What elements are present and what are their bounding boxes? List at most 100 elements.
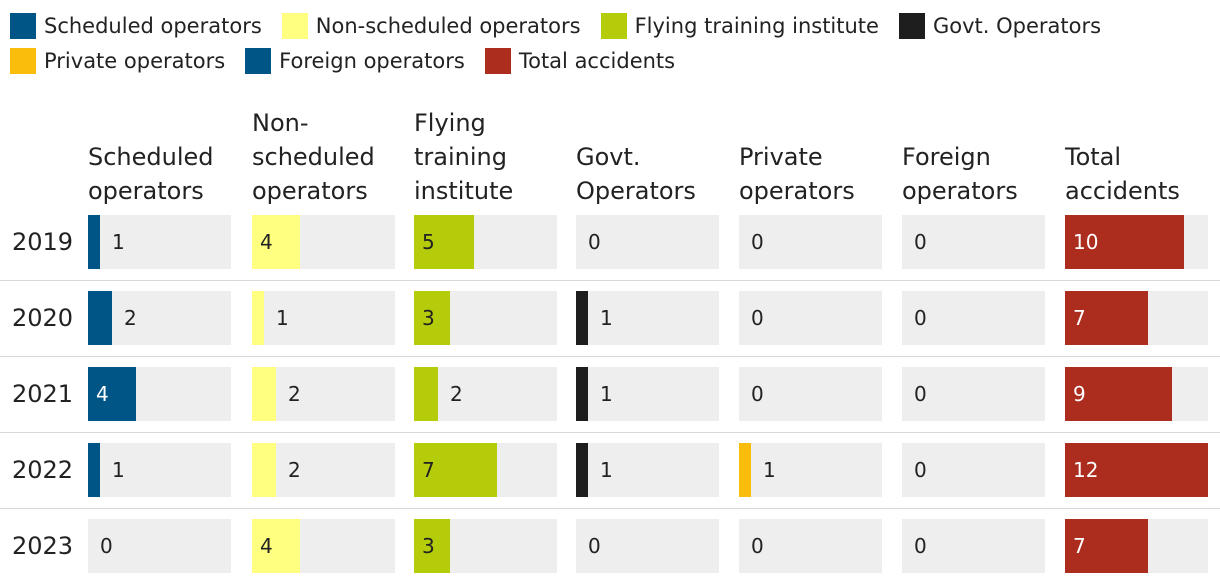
bar-mark — [576, 443, 588, 497]
bar-mark — [252, 519, 300, 573]
row-year-label: 2022 — [12, 456, 74, 484]
data-label: 3 — [422, 306, 435, 330]
table-cell: 3 — [414, 519, 557, 573]
table-row: 2021 4 2 2 1 0 0 9 — [0, 367, 1220, 427]
data-label: 12 — [1073, 458, 1099, 482]
bar-mark — [414, 519, 450, 573]
column-header-scheduled-operators: Scheduled operators — [88, 143, 214, 205]
legend-label: Scheduled operators — [44, 13, 262, 38]
legend-swatch — [281, 12, 308, 39]
data-label: 3 — [422, 534, 435, 558]
table-cell: 2 — [414, 367, 557, 421]
data-label: 4 — [96, 382, 109, 406]
table-cell: 12 — [1065, 443, 1208, 497]
table-cell: 2 — [252, 443, 395, 497]
table-cell: 10 — [1065, 215, 1208, 269]
table-cell: 1 — [88, 215, 231, 269]
row-year-label: 2021 — [12, 380, 74, 408]
table-cell: 0 — [88, 519, 231, 573]
table-cell: 1 — [88, 443, 231, 497]
bar-mark — [252, 215, 300, 269]
legend-label: Foreign operators — [279, 48, 465, 73]
row-divider — [0, 356, 1220, 357]
table-cell: 3 — [414, 291, 557, 345]
data-label: 0 — [751, 306, 764, 330]
data-label: 0 — [914, 458, 927, 482]
data-label: 1 — [763, 458, 776, 482]
table-cell: 7 — [1065, 291, 1208, 345]
data-label: 0 — [100, 534, 113, 558]
table-cell: 4 — [252, 519, 395, 573]
column-header-flying-training-institute: Flying training institute — [414, 109, 514, 205]
data-label: 9 — [1073, 382, 1086, 406]
table-cell: 1 — [252, 291, 395, 345]
data-label: 4 — [260, 230, 273, 254]
table-cell: 0 — [902, 215, 1045, 269]
table-cell: 1 — [576, 291, 719, 345]
table-cell: 7 — [1065, 519, 1208, 573]
legend-item-private-operators: Private operators — [10, 47, 225, 74]
bar-mark — [414, 291, 450, 345]
data-label: 4 — [260, 534, 273, 558]
legend-label: Private operators — [44, 48, 226, 73]
table-cell: 2 — [88, 291, 231, 345]
data-label: 0 — [914, 534, 927, 558]
data-label: 7 — [422, 458, 435, 482]
legend-swatch — [898, 12, 925, 39]
data-label: 0 — [914, 306, 927, 330]
data-label: 2 — [124, 306, 137, 330]
table-cell: 7 — [414, 443, 557, 497]
legend-item-total-accidents: Total accidents — [484, 47, 675, 74]
data-label: 2 — [450, 382, 463, 406]
bar-mark — [252, 291, 264, 345]
row-year-label: 2020 — [12, 304, 74, 332]
data-label: 0 — [914, 382, 927, 406]
legend-swatch — [245, 47, 272, 74]
data-label: 10 — [1073, 230, 1099, 254]
bar-mark — [88, 443, 100, 497]
table-cell: 4 — [88, 367, 231, 421]
row-divider — [0, 508, 1220, 509]
table-row: 2022 1 2 7 1 1 0 12 — [0, 443, 1220, 503]
bar-mark — [1065, 367, 1172, 421]
table-cell: 0 — [739, 291, 882, 345]
data-label: 1 — [600, 458, 613, 482]
data-label: 1 — [600, 382, 613, 406]
bar-mark — [576, 367, 588, 421]
table-cell: 0 — [576, 519, 719, 573]
legend-item-govt-operators: Govt. Operators — [898, 12, 1102, 39]
chart-legend: Scheduled operators Non-scheduled operato… — [10, 12, 1210, 74]
column-header-govt-operators: Govt. Operators — [576, 143, 696, 205]
table-cell: 0 — [739, 519, 882, 573]
column-headers: Scheduled operators Non-scheduled operato… — [0, 100, 1220, 208]
row-year-label: 2023 — [12, 532, 74, 560]
table-cell: 0 — [902, 443, 1045, 497]
data-label: 7 — [1073, 534, 1086, 558]
column-header-private-operators: Private operators — [739, 143, 855, 205]
table-cell: 0 — [739, 367, 882, 421]
table-cell: 4 — [252, 215, 395, 269]
data-label: 0 — [588, 230, 601, 254]
legend-item-flying-training-institute: Flying training institute — [600, 12, 879, 39]
table-row: 2023 0 4 3 0 0 0 7 — [0, 519, 1220, 579]
table-cell: 0 — [902, 291, 1045, 345]
data-label: 1 — [112, 458, 125, 482]
bar-mark — [414, 215, 474, 269]
data-label: 0 — [588, 534, 601, 558]
table-cell: 0 — [739, 215, 882, 269]
bar-mark — [252, 367, 276, 421]
bar-mark — [1065, 215, 1184, 269]
data-label: 0 — [751, 534, 764, 558]
data-label: 0 — [914, 230, 927, 254]
legend-swatch — [10, 12, 36, 39]
legend-swatch — [600, 12, 627, 39]
bar-mark — [252, 443, 276, 497]
data-label: 1 — [276, 306, 289, 330]
legend-label: Govt. Operators — [932, 13, 1102, 38]
legend-item-non-scheduled-operators: Non-scheduled operators — [281, 12, 581, 39]
legend-label: Non-scheduled operators — [315, 13, 581, 38]
bar-mark — [88, 367, 136, 421]
data-label: 0 — [751, 382, 764, 406]
table-cell: 1 — [739, 443, 882, 497]
table-cell: 0 — [902, 367, 1045, 421]
